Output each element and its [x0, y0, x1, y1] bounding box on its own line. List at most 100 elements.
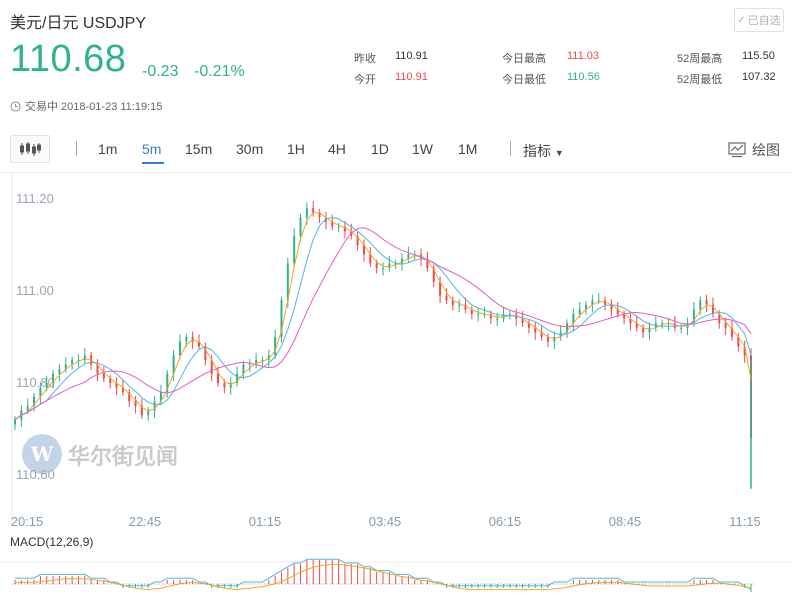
watermark-logo-icon [22, 434, 62, 474]
candle-body [312, 208, 315, 213]
y-tick-label: 111.00 [16, 283, 54, 298]
candle-body [546, 337, 549, 342]
favorite-button[interactable]: ✓ 已自选 [734, 8, 784, 32]
candle-body [451, 300, 454, 305]
period-1mo[interactable]: 1M [458, 141, 478, 157]
y-tick-label: 111.20 [16, 191, 54, 206]
candle-body [362, 245, 365, 255]
period-30m[interactable]: 30m [236, 141, 264, 157]
candle-body [274, 337, 277, 356]
candle-body [33, 396, 36, 406]
candle-body [109, 378, 112, 383]
candle-body [77, 360, 80, 361]
period-1d[interactable]: 1D [371, 141, 389, 157]
candle-body [369, 254, 372, 264]
price-change: -0.23 [142, 63, 179, 80]
price-chart[interactable]: W 华尔街见闻 111.20 111.00 110.80 110.60 20:15 22:45… [0, 172, 792, 604]
active-period-indicator [142, 162, 164, 164]
candle-body [496, 318, 499, 320]
candle-body [534, 327, 537, 333]
candle-body [464, 304, 467, 310]
candle-body [318, 212, 321, 218]
w52-low-value: 107.32 [742, 71, 776, 83]
candle-body [591, 300, 594, 305]
candle-body [692, 309, 695, 324]
candle-body [299, 217, 302, 236]
y-tick-label: 110.80 [16, 375, 55, 390]
candle-body [64, 364, 67, 370]
candle-body [730, 327, 733, 337]
status-text: 交易中 2018-01-23 11:19:15 [25, 101, 163, 113]
chart-type-button[interactable] [10, 135, 50, 163]
candle-body [45, 383, 48, 388]
candle-body [642, 327, 645, 333]
w52-high-value: 115.50 [742, 50, 775, 62]
candle-body [153, 401, 156, 411]
candle-body [375, 263, 378, 268]
candle-body [83, 355, 86, 360]
draw-label: 绘图 [752, 142, 780, 158]
indicator-label: MACD(12,26,9) [10, 535, 93, 549]
candle-body [39, 387, 42, 397]
candle-body [470, 309, 473, 314]
check-icon: ✓ [737, 14, 746, 26]
period-5m[interactable]: 5m [142, 141, 162, 157]
candle-body [236, 373, 239, 383]
x-tick-label: 20:15 [11, 514, 44, 529]
candle-body [566, 323, 568, 333]
candle-body [140, 406, 143, 416]
candle-body [293, 235, 296, 264]
x-tick-label: 03:45 [369, 514, 402, 529]
chart-toolbar: 1m 5m 15m 30m 1H 4H 1D 1W 1M 指标 ▼ 绘图 [10, 132, 782, 166]
candle-body [737, 337, 740, 347]
day-low-label: 今日最低 [502, 74, 546, 86]
macd-histogram [14, 560, 752, 592]
period-1m[interactable]: 1m [98, 141, 118, 157]
candle-body [597, 300, 600, 302]
candle-body [502, 314, 505, 319]
day-high-label: 今日最高 [502, 53, 546, 65]
period-15m[interactable]: 15m [185, 141, 213, 157]
candle-body [508, 314, 511, 315]
prev-close-value: 110.91 [395, 50, 428, 62]
w52-low-label: 52周最低 [677, 74, 723, 86]
prev-close-label: 昨收 [354, 53, 376, 65]
clock-icon [10, 100, 21, 112]
ma-mid-line [14, 216, 752, 421]
candle-body [121, 387, 124, 393]
watermark: W 华尔街见闻 [22, 434, 178, 474]
period-4h[interactable]: 4H [328, 141, 346, 157]
candle-body [407, 254, 410, 259]
candle-body [401, 258, 404, 264]
candle-body [14, 419, 16, 425]
candle-body [58, 369, 61, 374]
watermark-text: 华尔街见闻 [68, 444, 178, 470]
candle-body [185, 337, 188, 342]
price-change-pct: -0.21% [194, 63, 245, 80]
candle-body [191, 337, 194, 342]
candle-body [477, 314, 480, 315]
indicator-dropdown[interactable]: 指标 ▼ [523, 141, 564, 161]
ma-short-line [14, 212, 752, 421]
ma-long-line [14, 227, 752, 421]
candle-body [388, 263, 391, 268]
candle-body [198, 341, 200, 347]
candle-body [115, 383, 118, 388]
toolbar-divider-2 [510, 141, 511, 156]
candle-body [489, 314, 492, 319]
y-tick-label: 110.60 [16, 467, 55, 482]
candle-body [711, 304, 714, 314]
candle-body [242, 364, 245, 374]
draw-button[interactable]: 绘图 [728, 140, 780, 160]
candle-body [743, 346, 746, 356]
period-1w[interactable]: 1W [412, 141, 433, 157]
candle-body [71, 360, 74, 365]
candlestick-icon [20, 142, 41, 156]
period-1h[interactable]: 1H [287, 141, 305, 157]
candle-body [648, 327, 651, 333]
candle-body [572, 314, 575, 324]
candle-body [680, 327, 683, 329]
x-tick-label: 06:15 [489, 514, 522, 529]
candle-body [172, 355, 175, 374]
x-tick-label: 01:15 [249, 514, 282, 529]
